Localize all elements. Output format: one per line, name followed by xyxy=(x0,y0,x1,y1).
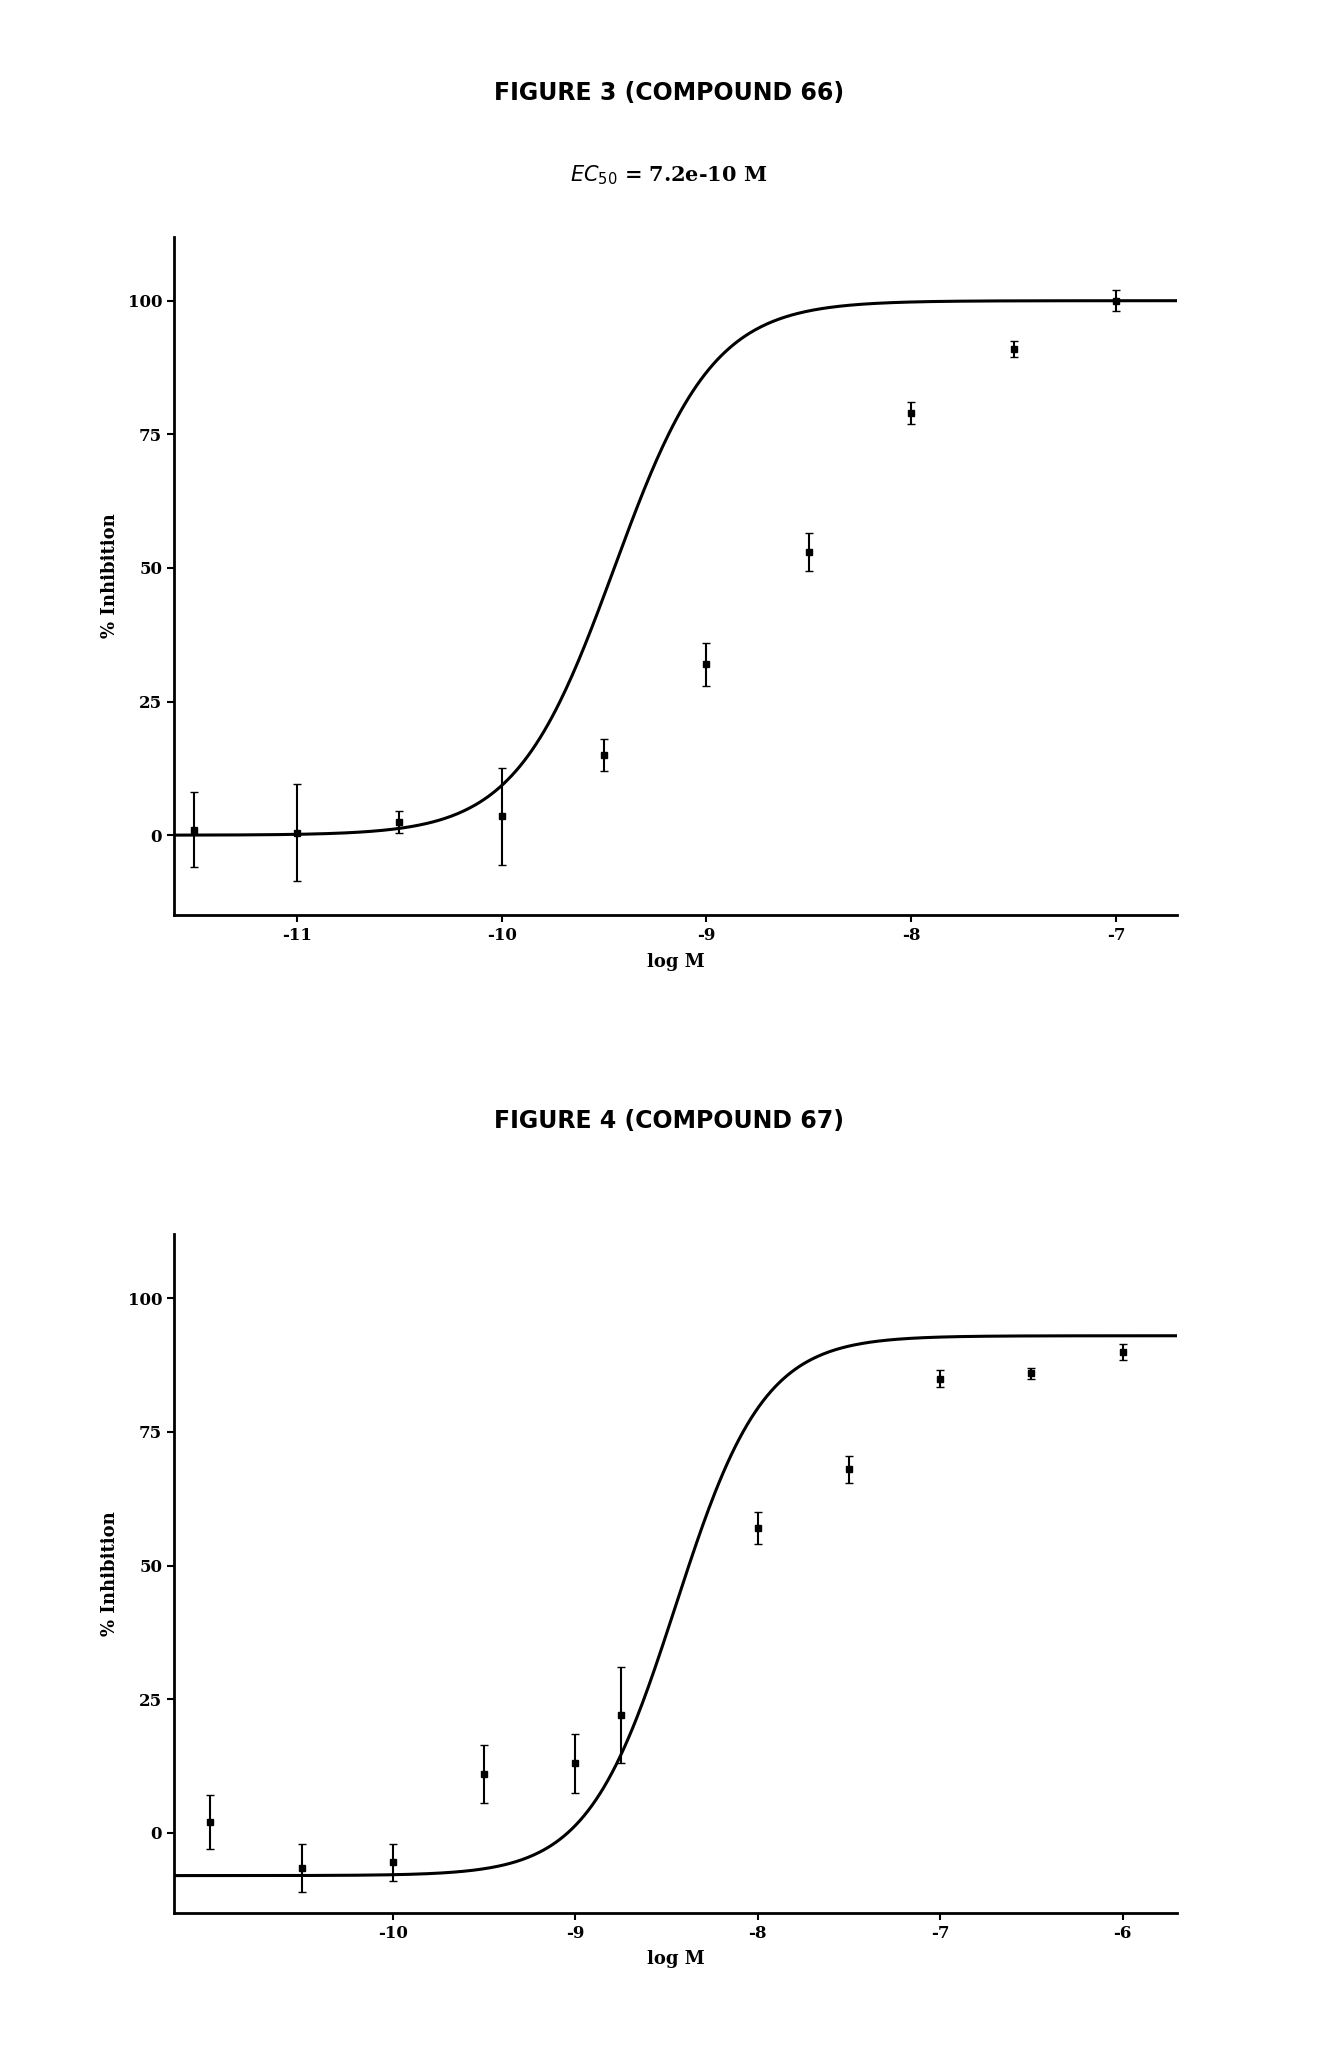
Y-axis label: % Inhibition: % Inhibition xyxy=(102,514,119,638)
X-axis label: log M: log M xyxy=(646,1950,705,1969)
Text: FIGURE 3 (COMPOUND 66): FIGURE 3 (COMPOUND 66) xyxy=(494,80,844,105)
X-axis label: log M: log M xyxy=(646,952,705,971)
Text: $EC_{50}$ = 7.2e-10 M: $EC_{50}$ = 7.2e-10 M xyxy=(570,163,768,187)
Text: FIGURE 4 (COMPOUND 67): FIGURE 4 (COMPOUND 67) xyxy=(494,1109,844,1133)
Y-axis label: % Inhibition: % Inhibition xyxy=(102,1512,119,1635)
